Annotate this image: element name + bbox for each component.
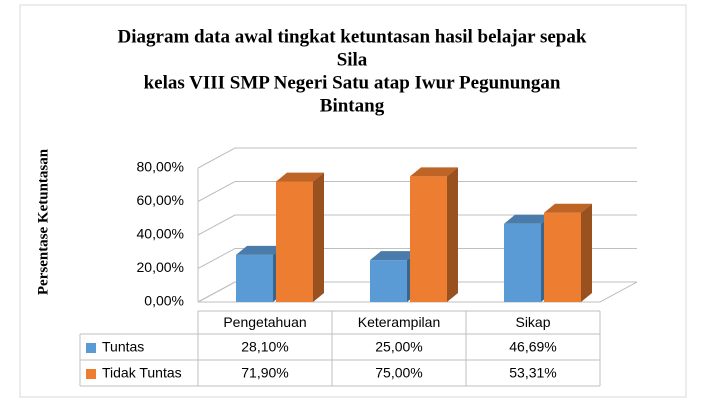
- grid-line: [197, 147, 637, 169]
- bar-top: [504, 214, 552, 224]
- data-label: 46,69%: [509, 339, 556, 355]
- bar: [370, 260, 407, 302]
- bar-top: [276, 172, 324, 182]
- y-tick-label: 80,00%: [137, 159, 184, 175]
- y-tick-label: 60,00%: [137, 192, 184, 208]
- grid-line: [197, 281, 637, 303]
- grid-line: [197, 214, 637, 236]
- bar: [504, 223, 541, 302]
- bar-side: [581, 203, 592, 302]
- chart-title: Bintang: [320, 95, 385, 116]
- bar: [544, 212, 581, 302]
- chart-title: Sila: [337, 49, 368, 70]
- chart-frame: [19, 4, 687, 398]
- y-axis-label: Persentase Ketuntasan: [35, 148, 51, 295]
- bar-top: [370, 251, 418, 261]
- data-label: 75,00%: [375, 365, 422, 381]
- chart-title: Diagram data awal tingkat ketuntasan has…: [118, 26, 587, 47]
- x-tick-label: Sikap: [515, 314, 550, 330]
- legend-label: Tidak Tuntas: [102, 365, 182, 381]
- bar: [276, 181, 313, 302]
- bar: [410, 176, 447, 302]
- x-tick-label: Keterampilan: [358, 314, 441, 330]
- legend-swatch: [86, 369, 96, 379]
- data-label: 71,90%: [241, 365, 288, 381]
- data-label: 28,10%: [241, 339, 288, 355]
- y-tick-label: 0,00%: [144, 293, 184, 309]
- bar-top: [544, 203, 592, 213]
- bar-side: [313, 172, 324, 302]
- bar-side: [447, 167, 458, 302]
- grid-line: [197, 248, 637, 269]
- data-label: 53,31%: [509, 365, 556, 381]
- legend-label: Tuntas: [102, 339, 144, 355]
- grid-line: [197, 181, 637, 202]
- bar-top: [236, 245, 284, 255]
- x-tick-label: Pengetahuan: [223, 314, 306, 330]
- y-tick-label: 40,00%: [137, 226, 184, 242]
- bar-top: [410, 167, 458, 177]
- chart-title: kelas VIII SMP Negeri Satu atap Iwur Peg…: [144, 72, 561, 93]
- data-label: 25,00%: [375, 339, 422, 355]
- legend-swatch: [86, 343, 96, 353]
- bar: [236, 254, 273, 302]
- y-tick-label: 20,00%: [137, 259, 184, 275]
